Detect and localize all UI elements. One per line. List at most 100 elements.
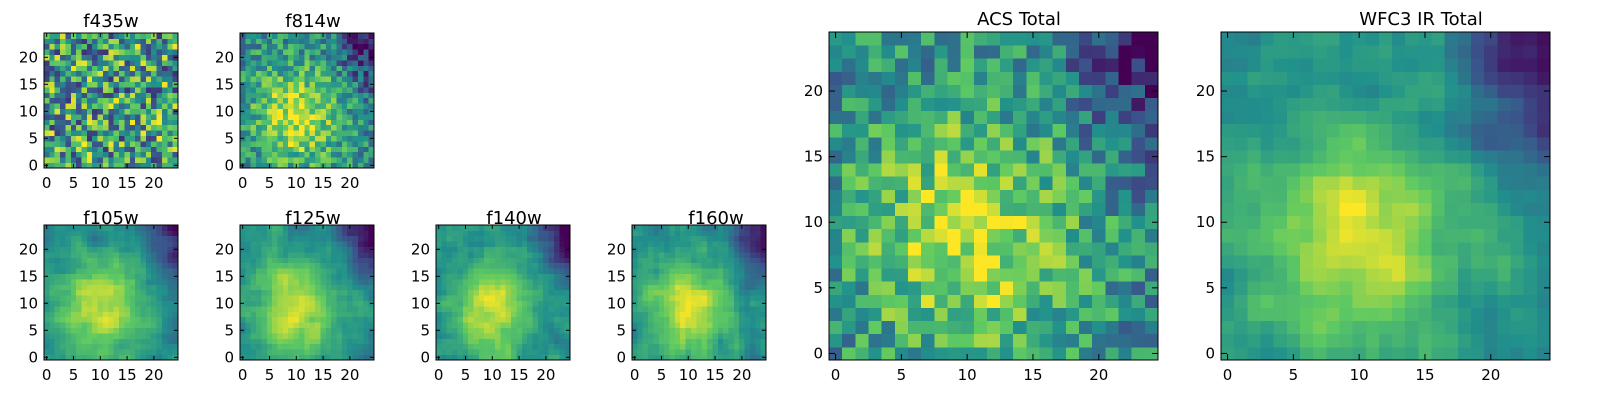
heatmap-cell bbox=[336, 108, 343, 115]
heatmap-cell bbox=[960, 307, 975, 322]
heatmap-cell bbox=[102, 87, 109, 93]
heatmap-cell bbox=[960, 110, 975, 125]
heatmap-cell bbox=[119, 230, 125, 237]
heatmap-cell bbox=[135, 114, 141, 120]
heatmap-cell bbox=[1286, 294, 1301, 308]
heatmap-cell bbox=[511, 268, 517, 274]
heatmap-cell bbox=[135, 70, 141, 77]
heatmap-cell bbox=[65, 295, 72, 301]
heatmap-cell bbox=[357, 54, 364, 61]
heatmap-cell bbox=[1000, 215, 1014, 230]
heatmap-cell bbox=[250, 108, 257, 115]
heatmap-cell bbox=[960, 45, 975, 59]
heatmap-cell bbox=[357, 284, 364, 291]
heatmap-cell bbox=[1234, 150, 1248, 164]
heatmap-cell bbox=[240, 43, 246, 50]
heatmap-cell bbox=[960, 136, 975, 151]
heatmap-cell bbox=[261, 130, 268, 136]
heatmap-cell bbox=[921, 241, 935, 256]
heatmap-cell bbox=[245, 327, 252, 334]
heatmap-cell bbox=[632, 311, 638, 318]
heatmap-cell bbox=[92, 343, 98, 350]
heatmap-cell bbox=[352, 252, 359, 258]
heatmap-cell bbox=[1026, 84, 1040, 98]
heatmap-cell bbox=[1484, 320, 1498, 335]
heatmap-cell bbox=[1431, 320, 1446, 335]
y-tick-label: 10 bbox=[411, 294, 430, 312]
heatmap-cell bbox=[543, 279, 549, 285]
heatmap-cell bbox=[842, 307, 856, 322]
heatmap-cell bbox=[921, 123, 935, 138]
heatmap-cell bbox=[511, 257, 517, 264]
heatmap-cell bbox=[1131, 268, 1146, 282]
heatmap-cell bbox=[1092, 346, 1106, 361]
heatmap-cell bbox=[680, 322, 686, 328]
heatmap-cell bbox=[669, 306, 676, 312]
heatmap-cell bbox=[934, 32, 948, 46]
heatmap-cell bbox=[468, 230, 474, 237]
heatmap-cell bbox=[315, 38, 321, 45]
heatmap-cell bbox=[489, 246, 496, 253]
heatmap-cell bbox=[473, 343, 480, 350]
heatmap-cell bbox=[489, 268, 496, 274]
heatmap-cell bbox=[261, 114, 268, 120]
heatmap-cell bbox=[478, 246, 485, 253]
heatmap-cell bbox=[60, 246, 66, 253]
heatmap-cell bbox=[309, 349, 316, 355]
heatmap-cell bbox=[277, 76, 284, 82]
heatmap-cell bbox=[240, 119, 246, 126]
heatmap-cell bbox=[97, 87, 104, 93]
heatmap-cell bbox=[733, 289, 740, 296]
heatmap-cell bbox=[436, 262, 442, 269]
heatmap-cell bbox=[347, 316, 353, 323]
heatmap-cell bbox=[855, 150, 869, 164]
heatmap-cell bbox=[167, 300, 174, 307]
heatmap-cell bbox=[755, 306, 762, 312]
heatmap-cell bbox=[145, 273, 152, 280]
heatmap-cell bbox=[648, 230, 654, 237]
heatmap-cell bbox=[707, 354, 713, 361]
heatmap-cell bbox=[272, 81, 278, 88]
heatmap-cell bbox=[240, 141, 246, 147]
heatmap-cell bbox=[1523, 281, 1538, 295]
heatmap-cell bbox=[245, 124, 252, 131]
heatmap-cell bbox=[446, 268, 453, 274]
heatmap-cell bbox=[1065, 255, 1080, 269]
heatmap-cell bbox=[1260, 202, 1275, 217]
heatmap-cell bbox=[145, 230, 152, 237]
heatmap-cell bbox=[309, 246, 316, 253]
y-tick-label: 20 bbox=[607, 240, 626, 258]
heatmap-cell bbox=[527, 295, 533, 301]
heatmap-cell bbox=[325, 141, 332, 147]
heatmap-cell bbox=[70, 130, 77, 136]
heatmap-cell bbox=[1378, 202, 1393, 217]
heatmap-cell bbox=[145, 124, 152, 131]
heatmap-cell bbox=[1221, 333, 1235, 348]
heatmap-cell bbox=[315, 235, 321, 242]
heatmap-cell bbox=[855, 281, 869, 295]
heatmap-cell bbox=[277, 97, 284, 104]
heatmap-cell bbox=[1273, 320, 1288, 335]
heatmap-cell bbox=[81, 300, 88, 307]
heatmap-cell bbox=[266, 103, 273, 109]
heatmap-cell bbox=[685, 327, 692, 334]
heatmap-cell bbox=[511, 300, 517, 307]
heatmap-cell bbox=[156, 338, 163, 345]
heatmap-cell bbox=[49, 65, 56, 72]
heatmap-cell bbox=[44, 119, 50, 126]
heatmap-cell bbox=[363, 289, 370, 296]
heatmap-cell bbox=[1052, 255, 1067, 269]
heatmap-cell bbox=[543, 257, 549, 264]
heatmap-cell bbox=[272, 135, 278, 142]
heatmap-cell bbox=[934, 136, 948, 151]
heatmap-cell bbox=[298, 289, 305, 296]
heatmap-cell bbox=[102, 81, 109, 88]
heatmap-cells bbox=[632, 225, 767, 361]
heatmap-cell bbox=[119, 81, 125, 88]
heatmap-cell bbox=[1092, 136, 1106, 151]
heatmap-cell bbox=[516, 284, 523, 291]
heatmap-cell bbox=[717, 230, 724, 237]
heatmap-cell bbox=[1092, 58, 1106, 72]
heatmap-cell bbox=[1131, 228, 1146, 243]
heatmap-cell bbox=[320, 76, 327, 82]
